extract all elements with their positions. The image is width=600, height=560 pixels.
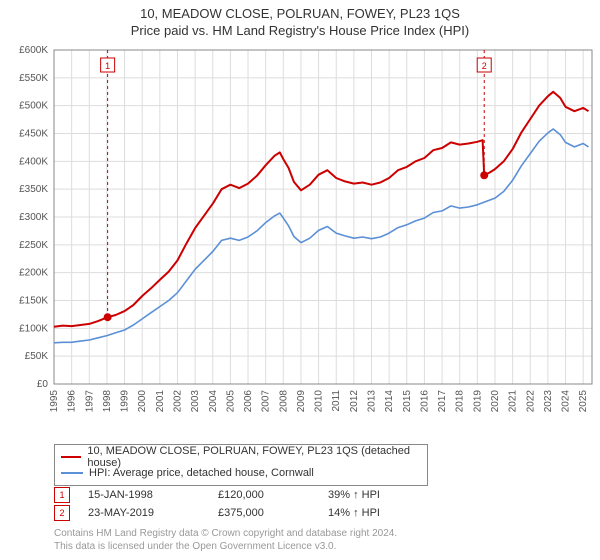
footnote-line: This data is licensed under the Open Gov…: [54, 541, 397, 554]
chart-svg: £0 £50K £100K £150K £200K £250K £300K £350K £400…: [0, 44, 600, 434]
svg-text:1999: 1999: [120, 390, 131, 413]
svg-text:£300K: £300K: [19, 212, 48, 223]
sale-pct-vs-hpi: 39% ↑ HPI: [328, 489, 388, 501]
svg-text:2012: 2012: [349, 390, 360, 413]
svg-text:£250K: £250K: [19, 240, 48, 251]
svg-text:1997: 1997: [84, 390, 95, 413]
titles: 10, MEADOW CLOSE, POLRUAN, FOWEY, PL23 1…: [0, 0, 600, 38]
svg-text:2: 2: [482, 61, 487, 71]
svg-text:£0: £0: [37, 379, 49, 390]
sale-price: £375,000: [218, 507, 328, 519]
legend-label: HPI: Average price, detached house, Corn…: [89, 467, 314, 479]
svg-text:2018: 2018: [455, 390, 466, 413]
sale-price: £120,000: [218, 489, 328, 501]
chart: £0 £50K £100K £150K £200K £250K £300K £350K £400…: [0, 44, 600, 434]
table-row: 1 15-JAN-1998 £120,000 39% ↑ HPI: [54, 486, 388, 504]
svg-text:2013: 2013: [367, 390, 378, 413]
svg-text:2011: 2011: [331, 390, 342, 412]
sales-table: 1 15-JAN-1998 £120,000 39% ↑ HPI 2 23-MA…: [54, 486, 388, 522]
svg-text:2004: 2004: [208, 390, 219, 413]
legend-swatch: [61, 456, 81, 458]
svg-text:2014: 2014: [384, 390, 395, 413]
sale-marker-number: 1: [59, 490, 64, 500]
legend-swatch: [61, 472, 83, 474]
sale-date: 15-JAN-1998: [88, 489, 218, 501]
footnote: Contains HM Land Registry data © Crown c…: [54, 528, 397, 553]
svg-text:2006: 2006: [243, 390, 254, 413]
svg-text:1: 1: [105, 61, 110, 71]
svg-text:2022: 2022: [525, 390, 536, 413]
title-address: 10, MEADOW CLOSE, POLRUAN, FOWEY, PL23 1…: [0, 6, 600, 21]
svg-text:2017: 2017: [437, 390, 448, 413]
svg-text:2019: 2019: [472, 390, 483, 413]
sale-date: 23-MAY-2019: [88, 507, 218, 519]
svg-text:2005: 2005: [225, 390, 236, 413]
svg-text:£400K: £400K: [19, 156, 48, 167]
svg-text:1996: 1996: [67, 390, 78, 413]
chart-container: 10, MEADOW CLOSE, POLRUAN, FOWEY, PL23 1…: [0, 0, 600, 560]
svg-text:2023: 2023: [543, 390, 554, 413]
svg-text:£200K: £200K: [19, 268, 48, 279]
title-subtitle: Price paid vs. HM Land Registry's House …: [0, 23, 600, 38]
svg-text:2025: 2025: [578, 390, 589, 413]
svg-text:2000: 2000: [137, 390, 148, 413]
svg-text:1998: 1998: [102, 390, 113, 413]
legend: 10, MEADOW CLOSE, POLRUAN, FOWEY, PL23 1…: [54, 444, 428, 486]
sale-marker-number: 2: [59, 508, 64, 518]
sale-pct-vs-hpi: 14% ↑ HPI: [328, 507, 388, 519]
svg-text:£50K: £50K: [25, 351, 49, 362]
svg-text:2016: 2016: [419, 390, 430, 413]
svg-text:£350K: £350K: [19, 184, 48, 195]
legend-label: 10, MEADOW CLOSE, POLRUAN, FOWEY, PL23 1…: [87, 445, 421, 469]
table-row: 2 23-MAY-2019 £375,000 14% ↑ HPI: [54, 504, 388, 522]
sale-marker-icon: 2: [54, 505, 70, 521]
svg-text:2008: 2008: [278, 390, 289, 413]
svg-text:2001: 2001: [155, 390, 166, 413]
svg-text:2010: 2010: [314, 390, 325, 413]
svg-text:2020: 2020: [490, 390, 501, 413]
legend-item-property: 10, MEADOW CLOSE, POLRUAN, FOWEY, PL23 1…: [61, 449, 421, 465]
svg-text:2003: 2003: [190, 390, 201, 413]
svg-text:2015: 2015: [402, 390, 413, 413]
svg-text:2007: 2007: [261, 390, 272, 413]
svg-text:2024: 2024: [561, 390, 572, 413]
svg-text:2021: 2021: [508, 390, 519, 413]
svg-text:£450K: £450K: [19, 129, 48, 140]
svg-text:£600K: £600K: [19, 45, 48, 56]
footnote-line: Contains HM Land Registry data © Crown c…: [54, 528, 397, 541]
svg-text:£500K: £500K: [19, 101, 48, 112]
svg-text:£550K: £550K: [19, 73, 48, 84]
svg-text:£150K: £150K: [19, 296, 48, 307]
svg-text:2009: 2009: [296, 390, 307, 413]
sale-marker-icon: 1: [54, 487, 70, 503]
svg-text:£100K: £100K: [19, 323, 48, 334]
svg-text:1995: 1995: [49, 390, 60, 413]
svg-text:2002: 2002: [172, 390, 183, 413]
